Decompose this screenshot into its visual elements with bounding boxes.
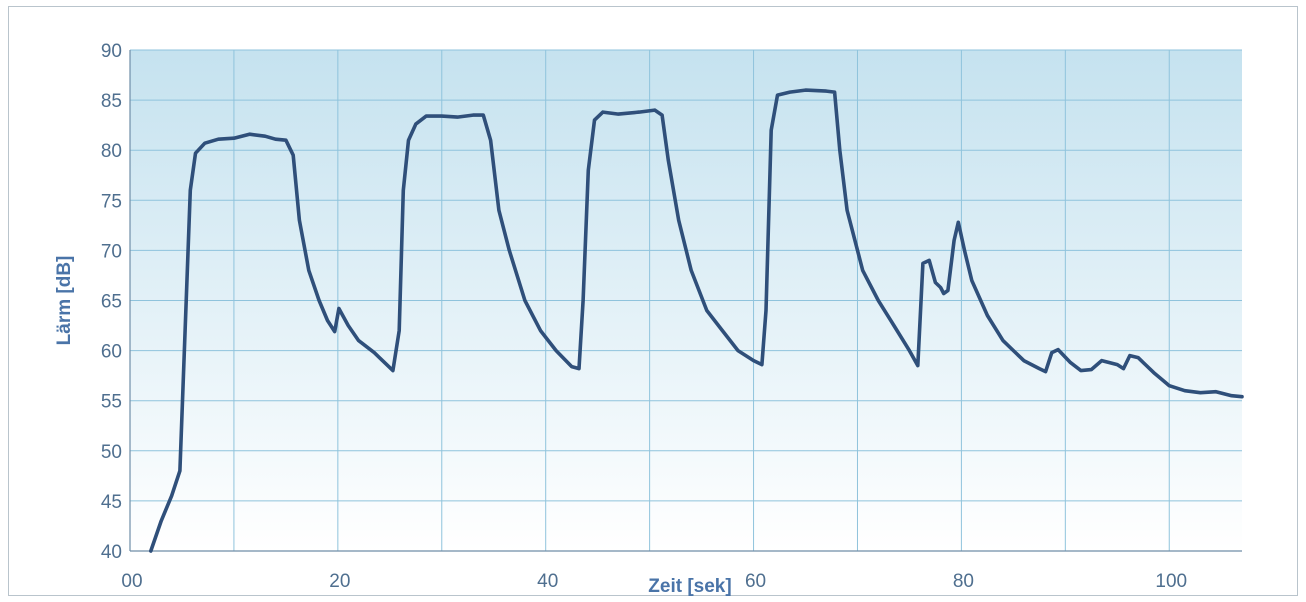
series	[149, 88, 1244, 553]
x-tick-labels: 00 20 40 60 80 100	[121, 571, 1187, 592]
y-tick-label: 60	[101, 342, 122, 363]
y-tick-label: 40	[101, 542, 122, 563]
y-tick-label: 45	[101, 492, 122, 513]
y-tick-label: 85	[101, 91, 122, 112]
x-tick-label: 40	[537, 571, 558, 592]
y-tick-label: 65	[101, 292, 122, 313]
x-tick-label: 60	[745, 571, 766, 592]
y-tick-label: 80	[101, 141, 122, 162]
y-tick-label: 90	[101, 41, 122, 62]
y-tick-label: 55	[101, 392, 122, 413]
y-tick-label: 50	[101, 442, 122, 463]
series-line	[149, 88, 1244, 553]
x-tick-label: 20	[329, 571, 350, 592]
x-tick-label: 00	[121, 571, 142, 592]
x-tick-label: 100	[1155, 571, 1187, 592]
x-tick-label: 80	[953, 571, 974, 592]
y-tick-labels: 40 45 50 55 60 65 70 75 80 85 90	[101, 41, 122, 563]
axes	[129, 50, 1242, 552]
x-axis-title: Zeit [sek]	[648, 576, 731, 597]
y-axis-title: Lärm [dB]	[54, 256, 75, 346]
y-tick-label: 70	[101, 241, 122, 262]
y-tick-label: 75	[101, 191, 122, 212]
